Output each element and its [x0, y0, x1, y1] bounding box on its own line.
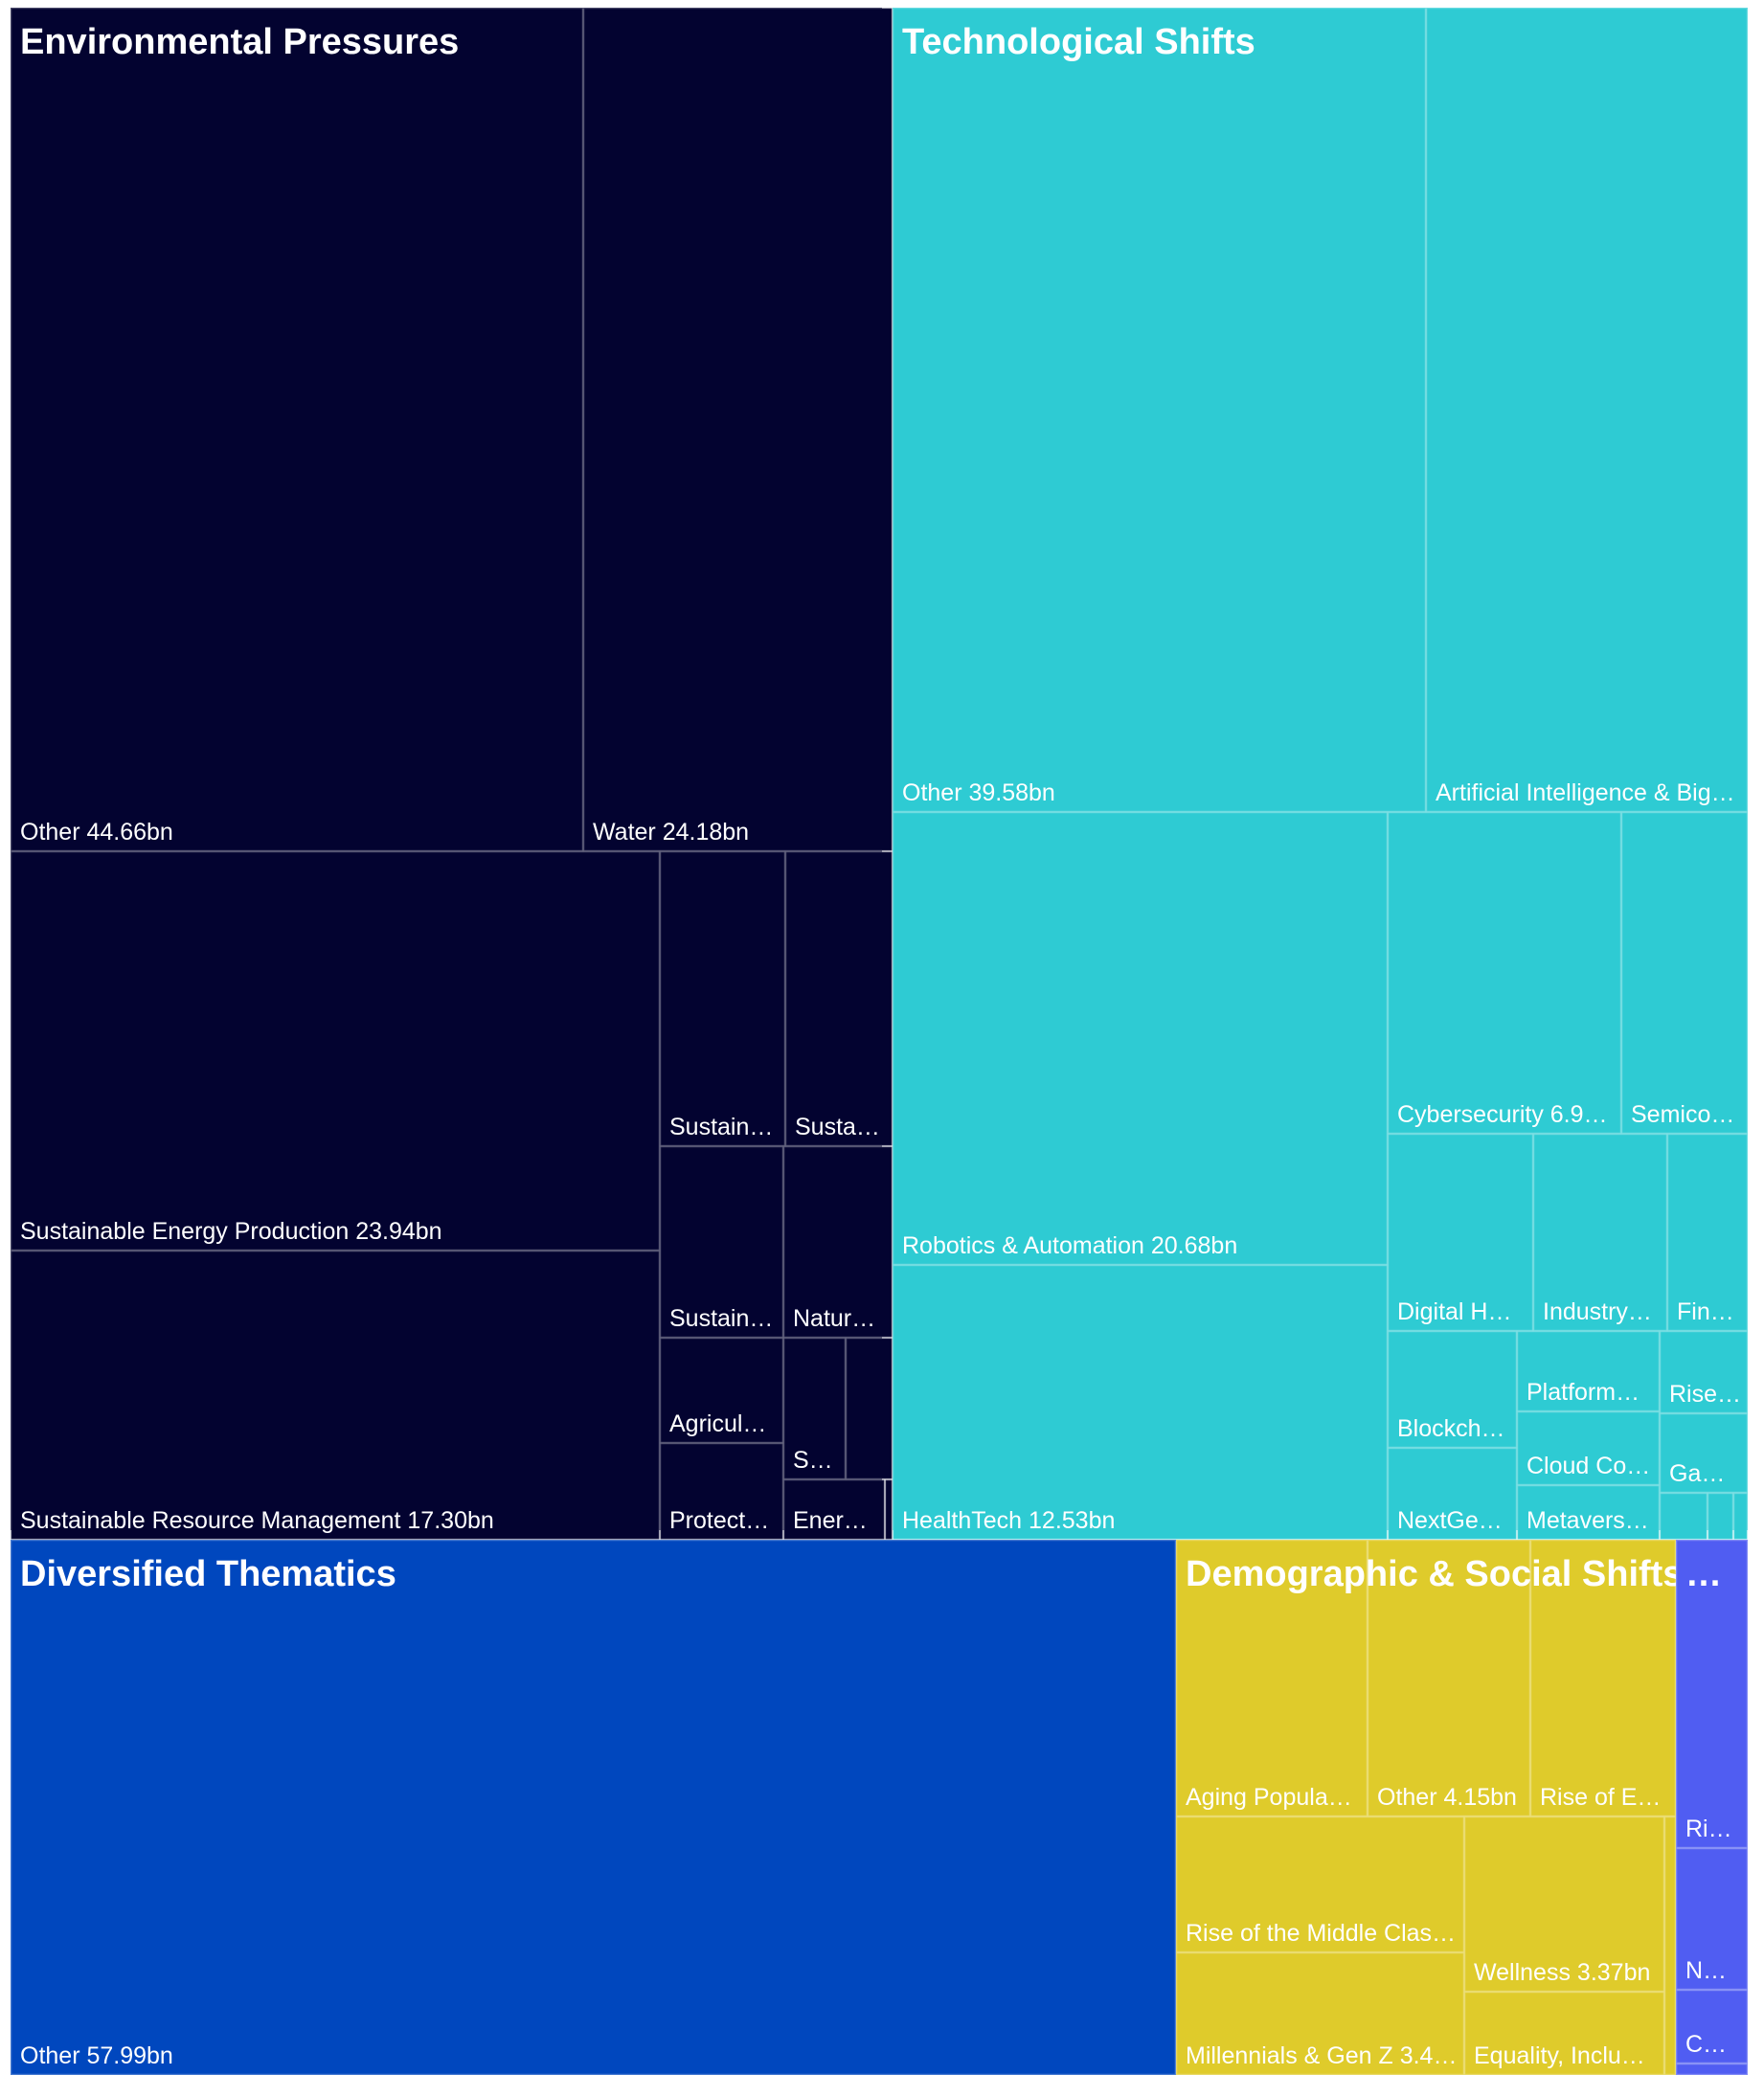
tile-technological-shifts-17[interactable]: [1707, 1492, 1734, 1541]
tile-technological-shifts-15[interactable]: [1659, 1412, 1749, 1494]
group-demographic-social-shifts: Aging Popula… Other 4.15bn Rise of E… Rise …: [1175, 1539, 1683, 2075]
tile-environmental-pressures-2[interactable]: [10, 850, 661, 1252]
tile-technological-shifts-2[interactable]: [892, 811, 1389, 1266]
tile-item-2[interactable]: [1675, 1989, 1749, 2064]
tile-label-environmental-pressures-7: Natur…: [793, 1305, 875, 1332]
tile-technological-shifts-18[interactable]: [1732, 1492, 1749, 1541]
tile-demographic-social-shifts-5[interactable]: [1463, 1816, 1665, 1993]
group-title-demographic-social-shifts: Demographic & Social Shifts: [1186, 1554, 1683, 1594]
tile-label-demographic-social-shifts-2: Rise of E…: [1540, 1784, 1661, 1811]
tile-technological-shifts-11[interactable]: [1516, 1330, 1661, 1412]
tile-label-environmental-pressures-4: Sustain…: [669, 1114, 773, 1140]
group-title-technological-shifts: Technological Shifts: [902, 22, 1255, 62]
tile-label-environmental-pressures-2: Sustainable Energy Production 23.94bn: [20, 1218, 442, 1245]
tile-environmental-pressures-13[interactable]: [884, 1478, 893, 1541]
group-title-environmental-pressures: Environmental Pressures: [20, 22, 459, 62]
tile-technological-shifts-14[interactable]: [1659, 1330, 1749, 1414]
tile-label-environmental-pressures-11: Protect…: [669, 1507, 769, 1534]
group-title-diversified-thematics: Diversified Thematics: [20, 1554, 396, 1594]
tile-label-technological-shifts-9: Blockch…: [1397, 1415, 1505, 1442]
tile-label-environmental-pressures-8: Agricul…: [669, 1410, 766, 1437]
tile-label-demographic-social-shifts-6: Equality, Inclu…: [1474, 2042, 1645, 2069]
tile-label-technological-shifts-13: Metavers…: [1527, 1507, 1649, 1534]
tile-technological-shifts-8[interactable]: [1666, 1133, 1749, 1332]
tile-environmental-pressures-8[interactable]: [659, 1337, 784, 1444]
tile-environmental-pressures-5[interactable]: [784, 850, 893, 1147]
tile-label-demographic-social-shifts-1: Other 4.15bn: [1377, 1784, 1517, 1811]
tile-demographic-social-shifts-6[interactable]: [1463, 1991, 1665, 2075]
tile-demographic-social-shifts-1[interactable]: [1367, 1539, 1531, 1817]
tile-label-diversified-thematics-0: Other 57.99bn: [20, 2042, 173, 2069]
tile-environmental-pressures-3[interactable]: [10, 1250, 661, 1541]
group-technological-shifts: Other 39.58bn Artificial Intelligence & B…: [892, 7, 1749, 1541]
tile-demographic-social-shifts-2[interactable]: [1529, 1539, 1677, 1817]
tile-label-demographic-social-shifts-5: Wellness 3.37bn: [1474, 1959, 1650, 1986]
tile-item-1[interactable]: [1675, 1847, 1749, 1991]
tile-label-item-1: N…: [1685, 1957, 1727, 1984]
tile-technological-shifts-9[interactable]: [1387, 1330, 1518, 1449]
tile-environmental-pressures-9[interactable]: [782, 1337, 847, 1480]
tile-label-technological-shifts-8: Fin…: [1677, 1298, 1734, 1325]
tile-environmental-pressures-11[interactable]: [659, 1442, 784, 1541]
tile-item-3[interactable]: [1675, 2063, 1749, 2075]
tile-label-environmental-pressures-1: Water 24.18bn: [593, 819, 749, 846]
tile-technological-shifts-4[interactable]: [1387, 811, 1622, 1135]
group-title-item: …: [1685, 1554, 1722, 1594]
tile-demographic-social-shifts-3[interactable]: [1175, 1816, 1465, 1953]
tile-label-technological-shifts-6: Digital H…: [1397, 1298, 1511, 1325]
tile-label-technological-shifts-15: Ga…: [1669, 1460, 1725, 1487]
tile-environmental-pressures-10[interactable]: [845, 1337, 893, 1480]
tile-environmental-pressures-7[interactable]: [782, 1145, 893, 1339]
tile-demographic-social-shifts-7[interactable]: [1663, 1816, 1677, 2075]
tile-label-demographic-social-shifts-3: Rise of the Middle Clas…: [1186, 1920, 1456, 1947]
tile-label-technological-shifts-7: Industry…: [1543, 1298, 1652, 1325]
tile-label-environmental-pressures-0: Other 44.66bn: [20, 819, 173, 846]
tile-label-item-0: Ri…: [1685, 1816, 1732, 1842]
tile-label-technological-shifts-2: Robotics & Automation 20.68bn: [902, 1232, 1237, 1259]
tile-technological-shifts-13[interactable]: [1516, 1484, 1661, 1541]
tile-technological-shifts-1[interactable]: [1425, 7, 1749, 813]
tile-label-environmental-pressures-9: S…: [793, 1447, 833, 1474]
tile-environmental-pressures-6[interactable]: [659, 1145, 784, 1339]
tile-technological-shifts-10[interactable]: [1387, 1447, 1518, 1541]
tile-technological-shifts-6[interactable]: [1387, 1133, 1534, 1332]
tile-label-technological-shifts-3: HealthTech 12.53bn: [902, 1507, 1115, 1534]
tile-environmental-pressures-1[interactable]: [582, 7, 893, 852]
tile-technological-shifts-12[interactable]: [1516, 1410, 1661, 1486]
tile-label-technological-shifts-14: Rise…: [1669, 1381, 1741, 1408]
tile-item-0[interactable]: [1675, 1539, 1749, 1849]
tile-label-technological-shifts-4: Cybersecurity 6.9…: [1397, 1101, 1608, 1128]
tile-environmental-pressures-0[interactable]: [10, 7, 584, 852]
tile-label-environmental-pressures-12: Ener…: [793, 1507, 868, 1534]
tile-technological-shifts-7[interactable]: [1532, 1133, 1668, 1332]
tile-label-technological-shifts-1: Artificial Intelligence & Big…: [1436, 779, 1735, 806]
tile-diversified-thematics-0[interactable]: [10, 1539, 1177, 2075]
tile-environmental-pressures-4[interactable]: [659, 850, 786, 1147]
tile-label-environmental-pressures-5: Susta…: [795, 1114, 880, 1140]
tile-label-technological-shifts-12: Cloud Co…: [1527, 1453, 1650, 1479]
tile-environmental-pressures-12[interactable]: [782, 1478, 886, 1541]
tile-label-demographic-social-shifts-0: Aging Popula…: [1186, 1784, 1352, 1811]
tile-label-environmental-pressures-6: Sustain…: [669, 1305, 773, 1332]
tile-technological-shifts-16[interactable]: [1659, 1492, 1708, 1541]
tile-label-technological-shifts-0: Other 39.58bn: [902, 779, 1055, 806]
tile-label-environmental-pressures-3: Sustainable Resource Management 17.30bn: [20, 1507, 494, 1534]
tile-technological-shifts-0[interactable]: [892, 7, 1427, 813]
group-diversified-thematics: Other 57.99bn Diversified Thematics: [10, 1539, 1177, 2075]
tile-technological-shifts-5[interactable]: [1620, 811, 1749, 1135]
tile-label-technological-shifts-5: Semico…: [1631, 1101, 1734, 1128]
tile-label-item-2: C…: [1685, 2031, 1727, 2058]
tile-label-technological-shifts-11: Platform…: [1527, 1379, 1640, 1406]
tile-label-demographic-social-shifts-4: Millennials & Gen Z 3.4…: [1186, 2042, 1457, 2069]
tile-label-technological-shifts-10: NextGe…: [1397, 1507, 1503, 1534]
tile-demographic-social-shifts-0[interactable]: [1175, 1539, 1368, 1817]
group-environmental-pressures: Other 44.66bn Water 24.18bn Sustainable En…: [10, 7, 893, 1541]
tile-technological-shifts-3[interactable]: [892, 1264, 1389, 1541]
group-item: Ri… N… C… …: [1675, 1539, 1749, 2075]
